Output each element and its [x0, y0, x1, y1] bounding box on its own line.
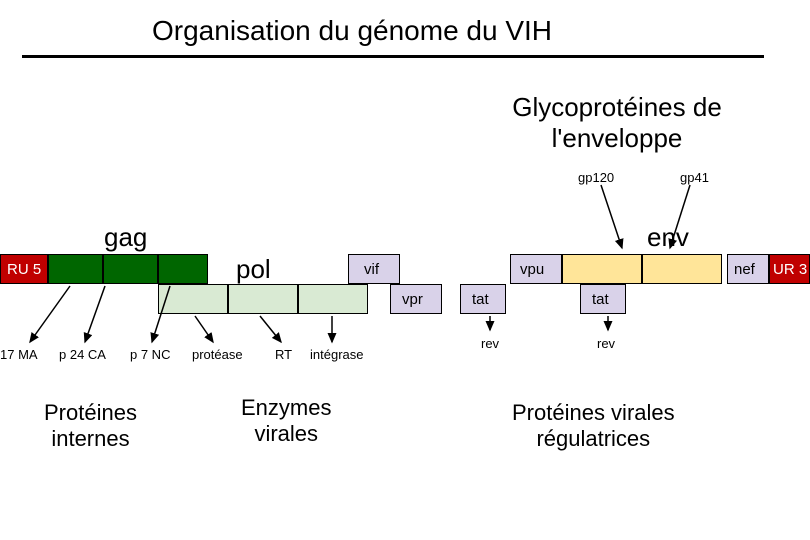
p17ma-label: 17 MA: [0, 347, 38, 362]
box-env2: [642, 254, 722, 284]
box-label-nef: nef: [734, 261, 755, 278]
box-label-vif: vif: [364, 261, 379, 278]
protease-label: protéase: [192, 347, 243, 362]
arrow-0: [601, 185, 622, 248]
gp41-label: gp41: [680, 170, 709, 185]
box-label-tat1: tat: [472, 291, 489, 308]
box-env1: [562, 254, 642, 284]
box-label-ur3: UR 3: [773, 261, 807, 278]
pi-l2: internes: [51, 426, 129, 451]
proteines-internes-label: Protéines internes: [44, 400, 137, 452]
gag-label: gag: [104, 222, 147, 253]
box-label-vpr: vpr: [402, 291, 423, 308]
env-sub-l1: Glycoprotéines de: [512, 92, 722, 122]
title-rule: [22, 55, 764, 58]
p7nc-label: p 7 NC: [130, 347, 170, 362]
box-pol2: [228, 284, 298, 314]
box-label-vpu: vpu: [520, 261, 544, 278]
page-title: Organisation du génome du VIH: [152, 15, 552, 47]
box-label-tat2: tat: [592, 291, 609, 308]
box-gag3: [158, 254, 208, 284]
gp120-label: gp120: [578, 170, 614, 185]
envelope-subtitle: Glycoprotéines de l'enveloppe: [497, 92, 737, 154]
integrase-label: intégrase: [310, 347, 363, 362]
box-pol3: [298, 284, 368, 314]
rt-label: RT: [275, 347, 292, 362]
arrow-2: [30, 286, 70, 342]
enzymes-virales-label: Enzymes virales: [241, 395, 331, 447]
box-gag1: [48, 254, 103, 284]
pi-l1: Protéines: [44, 400, 137, 425]
arrow-5: [195, 316, 213, 342]
pol-label: pol: [236, 254, 271, 285]
p24ca-label: p 24 CA: [59, 347, 106, 362]
arrow-3: [85, 286, 105, 342]
box-label-ru5: RU 5: [7, 261, 41, 278]
proteines-regulatrices-label: Protéines virales régulatrices: [512, 400, 675, 452]
env-label: env: [647, 222, 689, 253]
ev-l2: virales: [254, 421, 318, 446]
box-gag2: [103, 254, 158, 284]
rev2-label: rev: [597, 336, 615, 351]
pr-l2: régulatrices: [536, 426, 650, 451]
ev-l1: Enzymes: [241, 395, 331, 420]
rev1-label: rev: [481, 336, 499, 351]
arrow-6: [260, 316, 281, 342]
box-pol1: [158, 284, 228, 314]
pr-l1: Protéines virales: [512, 400, 675, 425]
env-sub-l2: l'enveloppe: [552, 123, 683, 153]
